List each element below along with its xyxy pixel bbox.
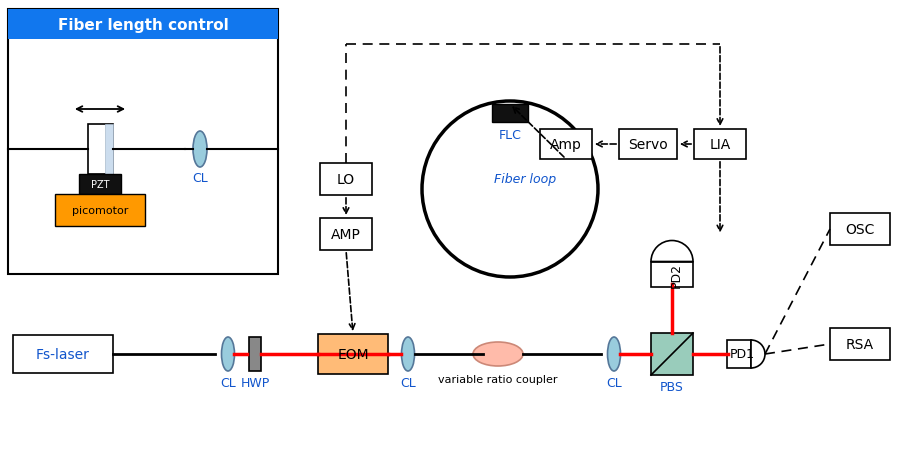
Text: LO: LO — [336, 173, 354, 187]
Bar — [829, 328, 889, 360]
Bar — [726, 340, 750, 368]
Text: Amp: Amp — [549, 138, 581, 151]
Bar — [693, 130, 745, 160]
Bar — [105, 125, 112, 174]
Text: LIA: LIA — [709, 138, 730, 151]
Ellipse shape — [221, 337, 234, 371]
Bar — [320, 218, 372, 251]
Bar — [650, 333, 692, 375]
Text: Fiber length control: Fiber length control — [57, 17, 228, 33]
Ellipse shape — [607, 337, 619, 371]
Text: EOM: EOM — [337, 347, 368, 361]
Text: Servo: Servo — [628, 138, 667, 151]
Text: CL: CL — [606, 376, 621, 389]
Text: PZT: PZT — [91, 179, 109, 190]
Bar — [55, 195, 145, 226]
Wedge shape — [750, 340, 764, 368]
Text: Fs-laser: Fs-laser — [36, 347, 90, 361]
Bar — [318, 334, 387, 374]
Text: variable ratio coupler: variable ratio coupler — [438, 374, 558, 384]
Text: CL: CL — [220, 376, 236, 389]
Bar — [491, 105, 527, 123]
Bar — [8, 10, 278, 274]
Bar — [79, 174, 121, 195]
Text: Fiber loop: Fiber loop — [494, 173, 556, 186]
Ellipse shape — [473, 342, 522, 366]
Text: PD1: PD1 — [729, 348, 753, 361]
Bar — [320, 164, 372, 196]
Text: CL: CL — [192, 172, 208, 185]
Bar — [539, 130, 591, 160]
Text: RSA: RSA — [845, 337, 873, 351]
Ellipse shape — [193, 132, 207, 168]
Bar — [619, 130, 676, 160]
Ellipse shape — [401, 337, 414, 371]
Text: picomotor: picomotor — [72, 206, 128, 216]
Text: OSC: OSC — [844, 223, 874, 236]
Text: CL: CL — [400, 376, 415, 389]
Bar — [87, 125, 112, 174]
Text: PBS: PBS — [660, 380, 683, 393]
Bar — [13, 335, 113, 373]
Text: HWP: HWP — [241, 376, 270, 389]
Text: FLC: FLC — [498, 129, 521, 142]
Wedge shape — [650, 241, 692, 262]
Text: AMP: AMP — [331, 228, 361, 241]
Bar — [650, 262, 692, 287]
Text: PD2: PD2 — [669, 262, 681, 287]
Bar — [249, 337, 261, 371]
Bar — [829, 213, 889, 246]
Bar — [8, 10, 278, 40]
